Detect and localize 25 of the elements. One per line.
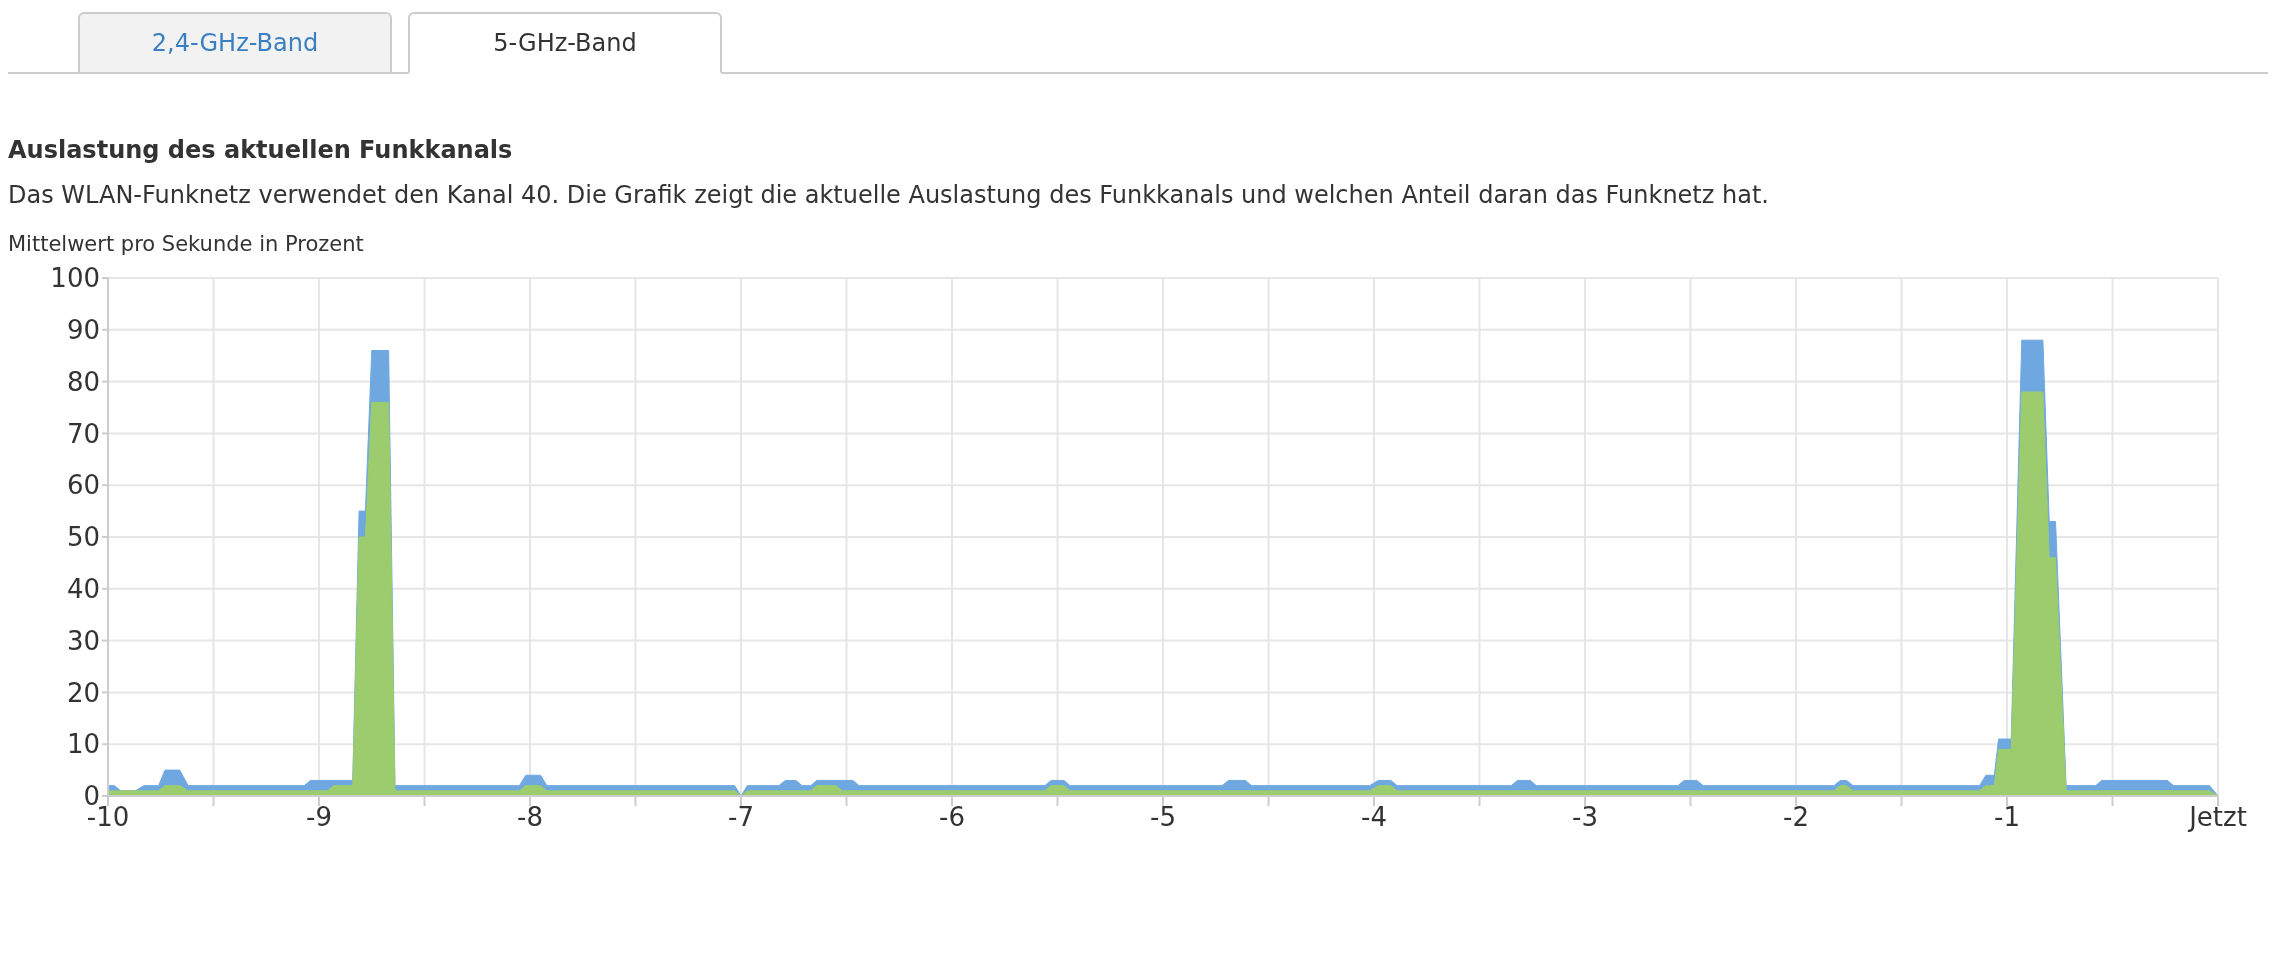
y-tick-label: 60 — [66, 470, 100, 501]
y-tick-label: 20 — [66, 677, 100, 708]
x-tick-label: -4 — [1361, 802, 1387, 833]
y-tick-label: 80 — [66, 366, 100, 397]
x-tick-label: -9 — [306, 802, 332, 833]
chart-subtitle: Das WLAN-Funknetz verwendet den Kanal 40. Die Grafik zeigt die aktuelle Auslastung des Funkkanals und welchen Anteil daran das Funknetz hat. — [8, 180, 1770, 211]
chart-title: Auslastung des aktuellen Funkkanals — [8, 136, 514, 164]
y-tick-label: 10 — [66, 729, 100, 760]
x-tick-label: -5 — [1150, 802, 1176, 833]
x-tick-label: -8 — [517, 802, 543, 833]
x-tick-label: -1 — [1994, 802, 2020, 833]
y-tick-label: 70 — [66, 418, 100, 449]
y-tick-label: 40 — [66, 574, 100, 605]
x-tick-label: -7 — [728, 802, 754, 833]
x-tick-label: -2 — [1783, 802, 1809, 833]
x-tick-label: Jetzt — [2187, 802, 2247, 833]
y-axis-title: Mittelwert pro Sekunde in Prozent — [8, 232, 365, 256]
y-tick-label: 50 — [66, 522, 100, 553]
text: 2,4-GHz-Band — [78, 12, 392, 72]
y-tick-label: 90 — [66, 315, 100, 346]
text: 5-GHz-Band — [408, 12, 722, 74]
x-tick-label: -3 — [1572, 802, 1598, 833]
y-tick-label: 100 — [50, 263, 100, 294]
y-tick-label: 30 — [66, 625, 100, 656]
x-tick-label: -6 — [939, 802, 965, 833]
